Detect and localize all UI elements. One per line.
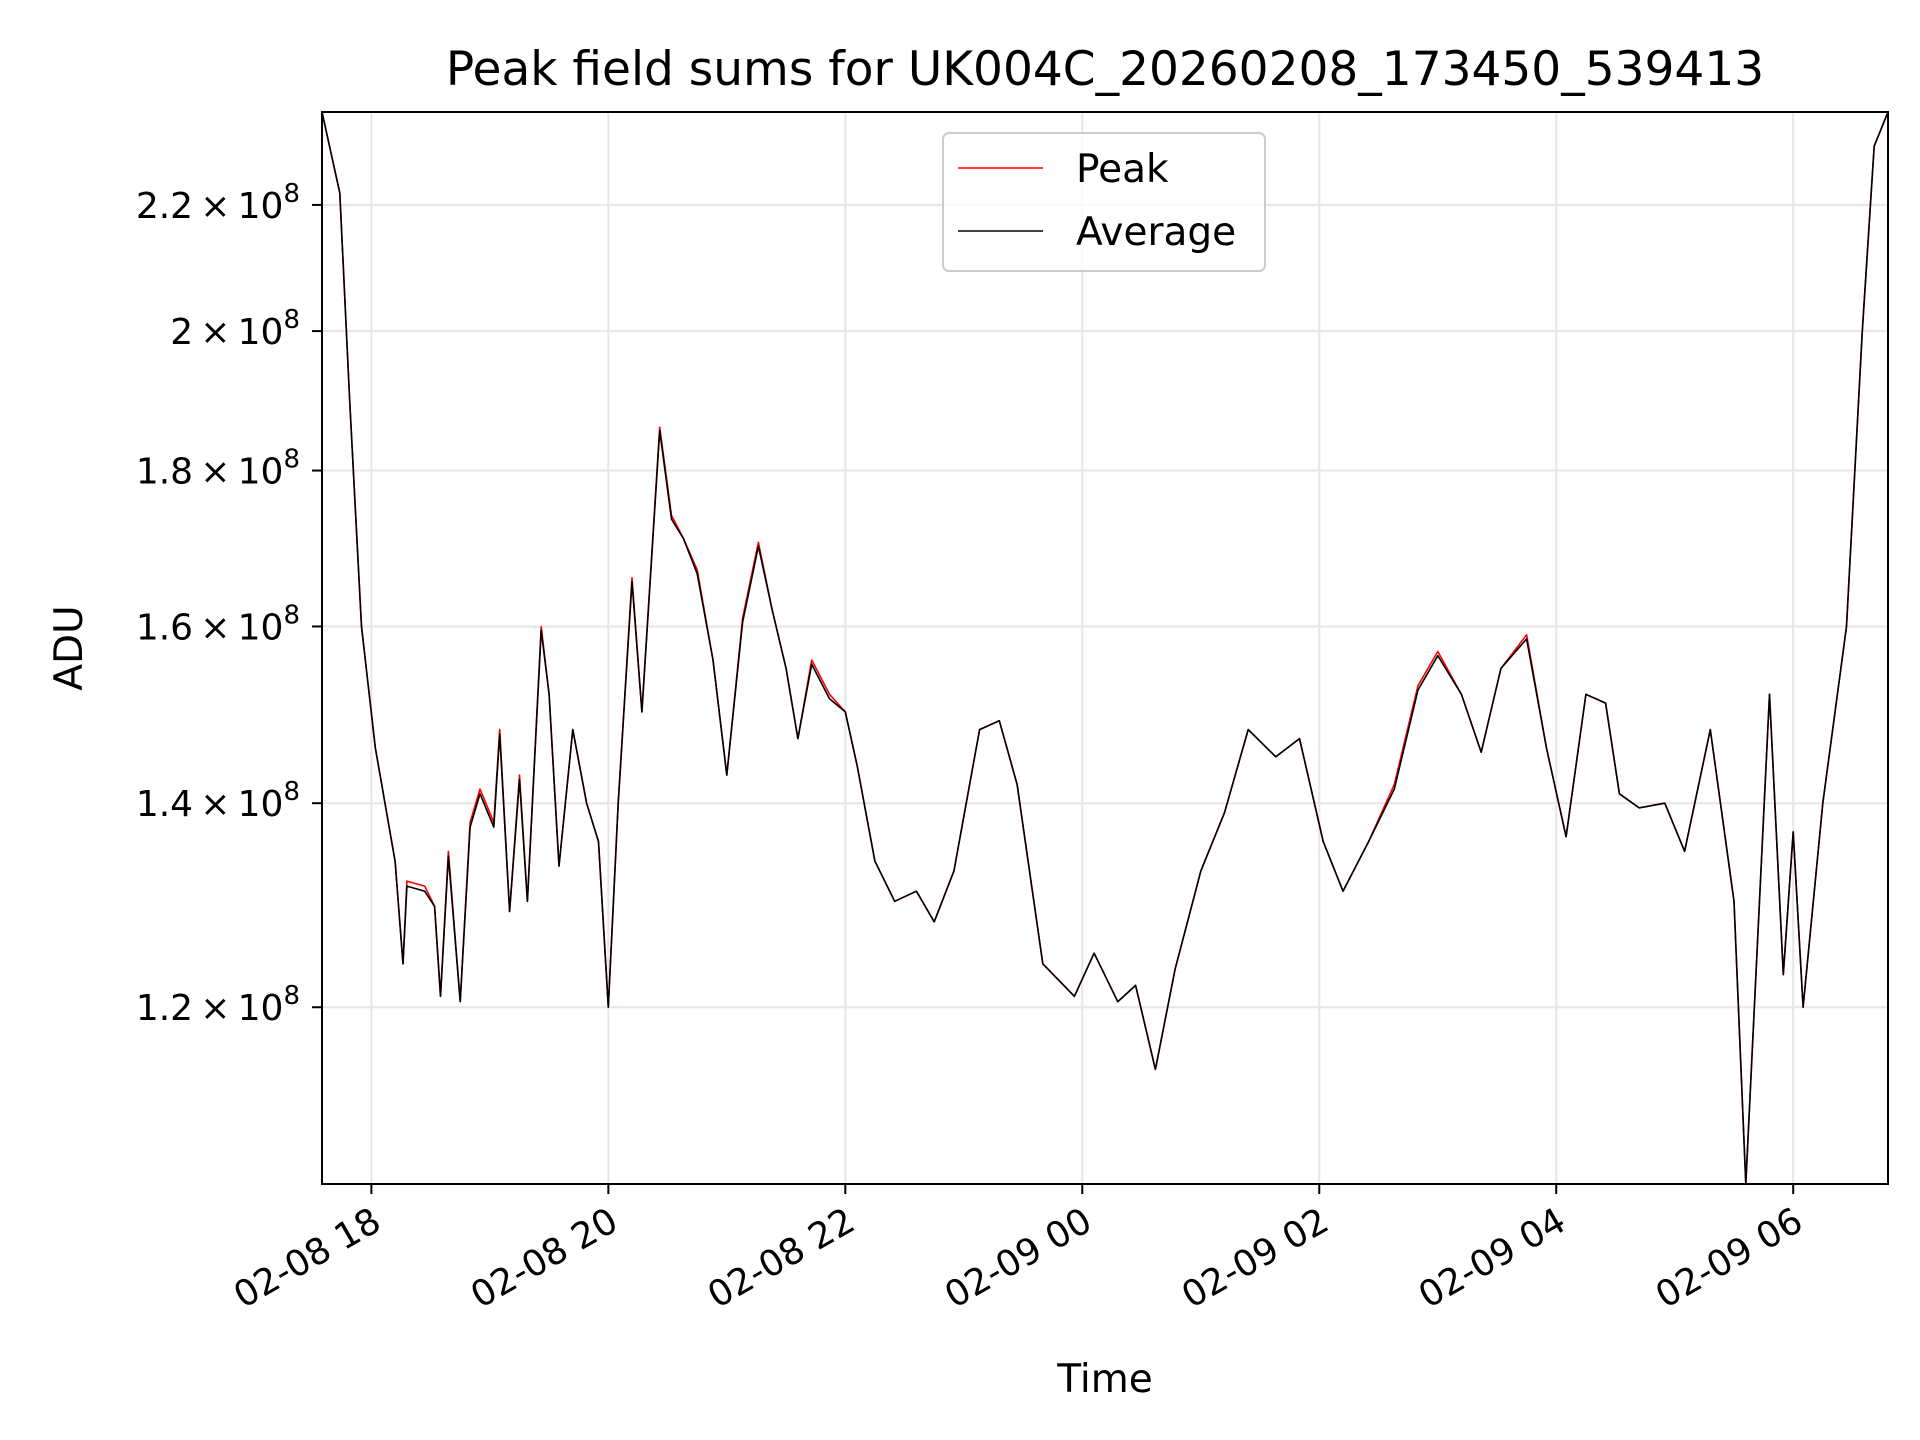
series-lines — [322, 112, 1888, 1184]
legend-label-average: Average — [1076, 210, 1236, 255]
grid-lines — [322, 112, 1888, 1184]
y-tick-exponent: 8 — [283, 777, 300, 807]
y-tick-mantissa: 2.2 — [136, 186, 193, 227]
y-tick-label: 1.4 × 108 — [136, 777, 300, 825]
y-tick-multiplier: × 10 — [193, 452, 283, 493]
y-axis-label: ADU — [47, 605, 92, 690]
chart-title: Peak field sums for UK004C_20260208_1734… — [446, 42, 1764, 97]
y-tick-multiplier: × 10 — [193, 784, 283, 825]
y-tick-mantissa: 1.2 — [136, 988, 193, 1029]
y-tick-label: 1.8 × 108 — [136, 445, 300, 493]
y-tick-exponent: 8 — [283, 445, 300, 475]
legend-label-peak: Peak — [1076, 147, 1169, 192]
y-tick-mantissa: 1.4 — [136, 784, 193, 825]
y-tick-exponent: 8 — [283, 600, 300, 630]
y-tick-multiplier: × 10 — [193, 186, 283, 227]
y-tick-mantissa: 1.6 — [136, 607, 193, 648]
y-tick-exponent: 8 — [283, 179, 300, 209]
y-tick-mantissa: 1.8 — [136, 452, 193, 493]
y-tick-label: 2 × 108 — [170, 305, 300, 353]
y-tick-label: 2.2 × 108 — [136, 179, 300, 227]
x-axis-label: Time — [1056, 1357, 1152, 1402]
y-tick-label: 1.2 × 108 — [136, 981, 300, 1029]
y-tick-multiplier: × 10 — [193, 988, 283, 1029]
series-line-average — [322, 112, 1888, 1184]
plot-frame — [321, 111, 1889, 1185]
y-tick-label: 1.6 × 108 — [136, 600, 300, 648]
y-tick-exponent: 8 — [283, 981, 300, 1011]
y-tick-mantissa: 2 — [170, 312, 193, 353]
y-tick-exponent: 8 — [283, 305, 300, 335]
y-tick-multiplier: × 10 — [193, 312, 283, 353]
y-tick-multiplier: × 10 — [193, 607, 283, 648]
legend: Peak Average — [942, 132, 1266, 272]
